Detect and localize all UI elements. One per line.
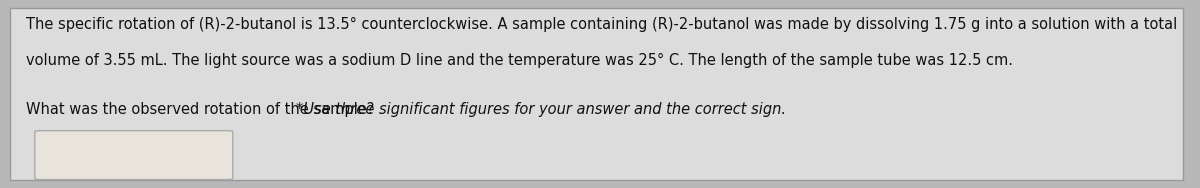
Text: The specific rotation of (R)-2-butanol is 13.5° counterclockwise. A sample conta: The specific rotation of (R)-2-butanol i… [26,17,1177,32]
Text: volume of 3.55 mL. The light source was a sodium D line and the temperature was : volume of 3.55 mL. The light source was … [26,53,1013,68]
FancyBboxPatch shape [10,8,1183,180]
Text: *Use three significant figures for your answer and the correct sign.: *Use three significant figures for your … [295,102,786,117]
FancyBboxPatch shape [35,131,233,180]
Text: What was the observed rotation of the sample?: What was the observed rotation of the sa… [26,102,379,117]
